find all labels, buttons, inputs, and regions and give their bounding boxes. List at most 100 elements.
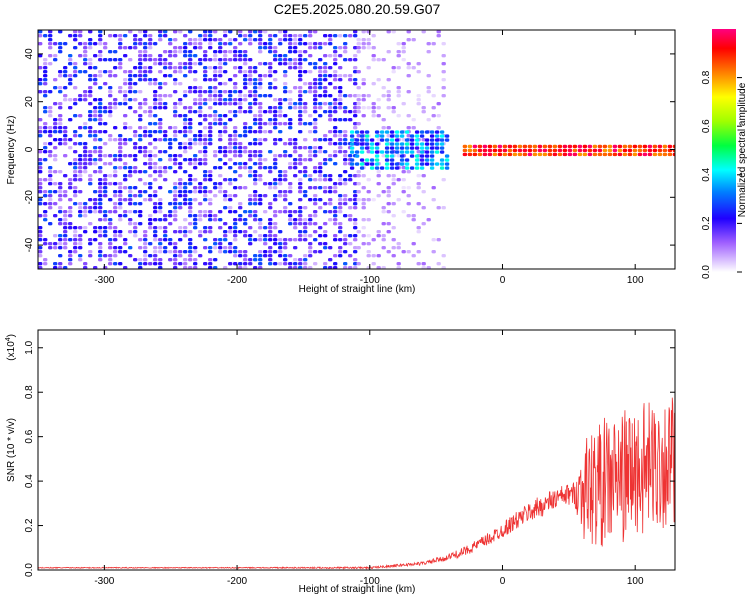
spectrogram-cell <box>123 98 128 102</box>
spectrogram-cell <box>233 74 238 78</box>
spectrogram-cell <box>441 62 446 66</box>
spectrogram-cell <box>103 174 108 178</box>
spectrogram-cell <box>228 30 233 34</box>
colorbar-tick-label: 0.0 <box>701 265 712 279</box>
spectrogram-cell <box>73 158 78 162</box>
spectrogram-cell <box>333 186 338 190</box>
spectrogram-cell <box>188 158 193 162</box>
spectrogram-cell <box>612 152 618 157</box>
spectrogram-xtick-label: -100 <box>360 275 380 286</box>
spectrogram-cell <box>333 206 338 210</box>
spectrogram-cell <box>203 230 208 234</box>
spectrogram-cell <box>333 78 338 82</box>
spectrogram-cell <box>138 146 143 150</box>
spectrogram-cell <box>436 34 441 38</box>
spectrogram-cell <box>163 62 168 66</box>
spectrogram-cell <box>258 178 263 182</box>
colorbar-label: Normalized spectral amplitude <box>737 82 748 217</box>
spectrogram-cell <box>183 186 188 190</box>
spectrogram-cell <box>123 114 128 118</box>
spectrogram-cell <box>193 38 198 42</box>
spectrogram-cell <box>63 142 68 146</box>
spectrogram-cell <box>258 202 263 206</box>
spectrogram-cell <box>143 78 148 82</box>
spectrogram-cell <box>43 218 48 222</box>
spectrogram-cell <box>381 154 386 158</box>
spectrogram-cell <box>333 34 338 38</box>
spectrogram-cell <box>108 34 113 38</box>
spectrogram-cell <box>193 134 198 138</box>
spectrogram-cell <box>78 54 83 58</box>
spectrogram-cell <box>369 146 375 150</box>
spectrogram-cell <box>133 42 138 46</box>
spectrogram-cell <box>43 126 48 130</box>
spectrogram-cell <box>323 34 328 38</box>
spectrogram-cell <box>198 62 203 66</box>
spectrogram-cell <box>288 42 293 46</box>
spectrogram-cell <box>113 102 118 106</box>
spectrogram-cell <box>567 148 573 153</box>
spectrogram-cell <box>223 154 228 158</box>
spectrogram-cell <box>228 118 233 122</box>
spectrogram-cell <box>323 138 328 142</box>
spectrogram-cell <box>394 146 400 150</box>
spectrogram-cell <box>108 222 113 226</box>
spectrogram-cell <box>38 198 43 202</box>
spectrogram-cell <box>193 70 198 74</box>
spectrogram-cell <box>338 118 343 122</box>
spectrogram-cell <box>268 34 273 38</box>
spectrogram-cell <box>158 262 163 266</box>
spectrogram-cell <box>143 110 148 114</box>
spectrogram-cell <box>298 266 303 269</box>
spectrogram-cell <box>43 202 48 206</box>
spectrogram-cell <box>173 138 178 142</box>
spectrogram-cell <box>268 230 273 234</box>
spectrogram-cell <box>153 146 158 150</box>
spectrogram-cell <box>68 250 73 254</box>
spectrogram-cell <box>223 62 228 66</box>
spectrogram-cell <box>208 86 213 90</box>
spectrogram-cell <box>123 178 128 182</box>
spectrogram-cell <box>243 234 248 238</box>
spectrogram-cell <box>273 238 278 242</box>
spectrogram-cell <box>73 66 78 70</box>
spectrogram-cell <box>238 250 243 254</box>
spectrogram-cell <box>148 110 153 114</box>
spectrogram-cell <box>338 46 343 50</box>
spectrogram-cell <box>98 230 103 234</box>
spectrogram-cell <box>283 98 288 102</box>
spectrogram-cell <box>532 152 538 157</box>
spectrogram-cell <box>303 70 308 74</box>
spectrogram-cell <box>78 246 83 250</box>
spectrogram-cell <box>356 102 361 106</box>
spectrogram-cell <box>238 66 243 70</box>
spectrogram-cell <box>98 110 103 114</box>
spectrogram-cell <box>173 202 178 206</box>
spectrogram-cell <box>376 106 381 110</box>
spectrogram-cell <box>183 258 188 262</box>
spectrogram-cell <box>338 194 343 198</box>
spectrogram-ytick-label: 0 <box>24 146 35 152</box>
spectrogram-cell <box>63 66 68 70</box>
spectrogram-cell <box>83 262 88 266</box>
spectrogram-cell <box>572 144 578 149</box>
spectrogram-cell <box>203 262 208 266</box>
spectrogram-cell <box>253 86 258 90</box>
spectrogram-cell <box>168 258 173 262</box>
spectrogram-cell <box>278 54 283 58</box>
spectrogram-cell <box>308 82 313 86</box>
spectrogram-cell <box>396 262 401 266</box>
spectrogram-cell <box>268 62 273 66</box>
spectrogram-cell <box>233 126 238 130</box>
spectrogram-cell <box>361 226 366 230</box>
spectrogram-cell <box>173 214 178 218</box>
spectrogram-cell <box>43 110 48 114</box>
spectrogram-cell <box>158 158 163 162</box>
spectrogram-cell <box>128 30 133 34</box>
spectrogram-cell <box>218 130 223 134</box>
spectrogram-cell <box>133 74 138 78</box>
spectrogram-cell <box>401 58 406 62</box>
spectrogram-cell <box>158 150 163 154</box>
spectrogram-cell <box>98 114 103 118</box>
spectrogram-cell <box>43 210 48 214</box>
